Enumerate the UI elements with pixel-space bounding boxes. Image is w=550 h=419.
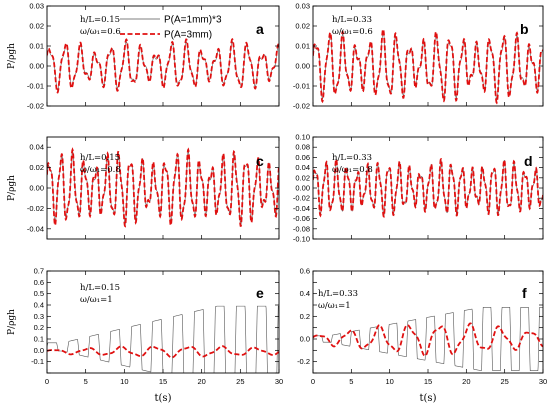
y-tick-label: 0.5 — [34, 289, 44, 298]
series-line-e-0 — [47, 305, 279, 373]
y-tick-label: 0.00 — [29, 62, 44, 71]
y-tick-label: 0.3 — [34, 312, 44, 321]
panel-annotation: h/L=0.33 — [332, 15, 372, 25]
y-tick-label: 0.02 — [295, 173, 310, 182]
panel-c: -0.04 -0.02 0.00 0.02 0.04 P/ρgh h/L=0.15 ω/ω₁=… — [7, 136, 280, 240]
y-tick-label: 0.4 — [300, 289, 310, 298]
y-tick-label: 0.2 — [300, 312, 310, 321]
panel-annotation: ω/ω₁=1 — [318, 301, 351, 311]
y-tick-label: -0.04 — [27, 224, 44, 233]
y-tick-label: 0.00 — [295, 62, 310, 71]
legend-label-1: P(A=3mm) — [164, 30, 212, 41]
legend: P(A=1mm)*3 P(A=3mm) — [120, 15, 222, 41]
x-tick-label: 15 — [159, 377, 167, 386]
panel-annotation: ω/ω₁=1 — [80, 295, 113, 305]
y-tick-label: 0.04 — [29, 143, 44, 152]
panel-annotation: h/L=0.33 — [332, 153, 372, 163]
y-tick-label: -0.01 — [27, 82, 44, 91]
panel-annotation: ω/ω₁=0.8 — [80, 165, 121, 175]
y-tick-label: -0.06 — [293, 214, 310, 223]
panel-letter: b — [520, 21, 529, 37]
panel-letter: a — [256, 21, 264, 37]
x-tick-label: 0 — [45, 377, 49, 386]
y-tick-label: 0.02 — [29, 163, 44, 172]
panel-b: -0.02 -0.01 0.00 0.01 0.02 0.03 h/L=0.33 ω/ω₁=0… — [293, 2, 544, 111]
y-tick-label: 0.01 — [29, 42, 44, 51]
panel-letter: f — [522, 285, 527, 301]
y-tick-label: 0.6 — [34, 278, 44, 287]
panel-letter: e — [256, 285, 264, 301]
series-line-f-0 — [313, 306, 543, 372]
y-tick-label: -0.2 — [297, 357, 310, 366]
y-tick-label: 0.06 — [295, 153, 310, 162]
y-tick-label: -0.02 — [293, 102, 310, 111]
y-tick-label: 0.02 — [29, 22, 44, 31]
x-tick-label: 30 — [539, 377, 547, 386]
y-tick-label: 0.0 — [300, 335, 310, 344]
x-tick-label: 25 — [500, 377, 508, 386]
y-tick-label: 0.10 — [295, 133, 310, 142]
x-tick-label: 10 — [120, 377, 128, 386]
y-tick-label: 0.2 — [34, 323, 44, 332]
legend-label-0: P(A=1mm)*3 — [164, 15, 222, 26]
y-tick-label: -0.10 — [293, 235, 310, 244]
x-tick-label: 25 — [236, 377, 244, 386]
x-tick-label: 15 — [424, 377, 432, 386]
x-tick-label: 30 — [275, 377, 283, 386]
y-tick-label: 0.6 — [300, 267, 310, 276]
x-tick-label: 10 — [385, 377, 393, 386]
y-tick-label: -0.02 — [27, 102, 44, 111]
panel-letter: d — [524, 153, 533, 169]
y-tick-label: 0.03 — [295, 2, 310, 11]
panel-a: -0.02 -0.01 0.00 0.01 0.02 0.03 P/ρgh h/L=0.15 ω… — [7, 2, 280, 111]
series-line-b-0 — [313, 31, 543, 101]
x-axis-label: t(s) — [420, 393, 437, 404]
plot-frame — [312, 270, 544, 374]
y-tick-label: 0.01 — [295, 42, 310, 51]
x-tick-label: 5 — [84, 377, 88, 386]
x-tick-label: 5 — [349, 377, 353, 386]
y-tick-label: -0.04 — [293, 204, 310, 213]
y-tick-label: -0.02 — [27, 204, 44, 213]
panel-f: -0.2 0.0 0.2 0.4 0.6 0 5 10 15 20 25 30 t(s) h/L=0.33… — [297, 267, 547, 405]
series-line-f-1 — [313, 322, 543, 357]
panel-e: -0.1 0.0 0.1 0.2 0.3 0.4 0.5 0.6 0.7 0 5 10 15 20 25 30… — [7, 267, 283, 405]
panel-annotation: ω/ω₁=0.6 — [332, 27, 373, 37]
x-tick-label: 20 — [462, 377, 470, 386]
panel-annotation: h/L=0.15 — [80, 15, 120, 25]
y-tick-label: 0.00 — [295, 184, 310, 193]
x-axis-label: t(s) — [155, 393, 172, 404]
y-tick-label: -0.1 — [31, 357, 44, 366]
y-tick-label: 0.0 — [34, 346, 44, 355]
y-tick-label: -0.02 — [293, 194, 310, 203]
y-tick-label: 0.03 — [29, 2, 44, 11]
y-tick-label: 0.1 — [34, 335, 44, 344]
panel-d: -0.10-0.08-0.06-0.04-0.020.000.020.040.0… — [293, 133, 544, 244]
y-axis-label: P/ρgh — [7, 43, 17, 69]
panel-annotation: ω/ω₁=0.6 — [80, 27, 121, 37]
y-tick-label: 0.04 — [295, 163, 310, 172]
y-tick-label: -0.01 — [293, 82, 310, 91]
panel-annotation: h/L=0.33 — [318, 289, 358, 299]
series-line-b-1 — [313, 28, 543, 105]
panel-letter: c — [256, 153, 264, 169]
y-tick-label: 0.7 — [34, 267, 44, 276]
x-tick-label: 0 — [311, 377, 315, 386]
y-axis-label: P/ρgh — [7, 175, 17, 201]
series-line-c-1 — [47, 147, 279, 228]
y-tick-label: 0.00 — [29, 184, 44, 193]
y-tick-label: 0.4 — [34, 301, 44, 310]
y-tick-label: 0.08 — [295, 143, 310, 152]
series-line-a-1 — [47, 37, 279, 94]
y-tick-label: -0.08 — [293, 224, 310, 233]
x-tick-label: 20 — [197, 377, 205, 386]
panel-annotation: h/L=0.15 — [80, 153, 120, 163]
y-axis-label: P/ρgh — [7, 309, 17, 335]
series-line-d-1 — [313, 157, 543, 219]
panel-annotation: ω/ω₁=0.8 — [332, 165, 373, 175]
series-line-e-1 — [47, 345, 279, 359]
y-tick-label: 0.02 — [295, 22, 310, 31]
panel-annotation: h/L=0.15 — [80, 283, 120, 293]
